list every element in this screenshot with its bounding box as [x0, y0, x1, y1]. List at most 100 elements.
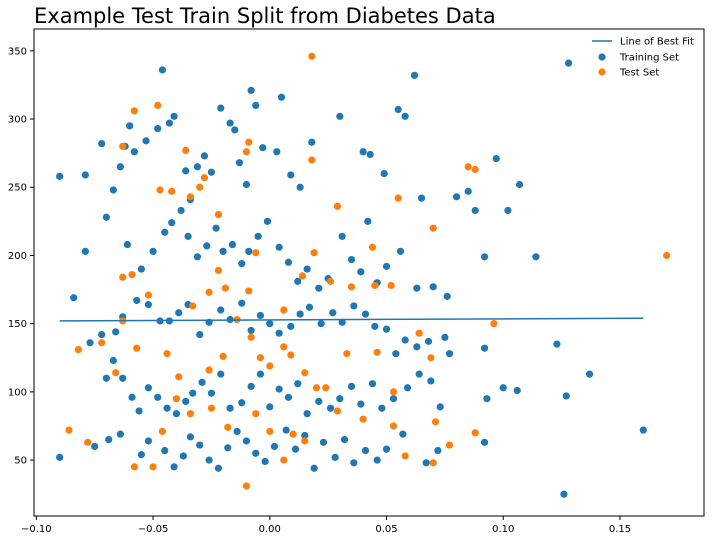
x-tick-label: 0.00 — [259, 524, 281, 535]
training-point — [172, 410, 181, 418]
test-point — [471, 429, 479, 437]
training-point — [154, 124, 162, 133]
training-point — [186, 433, 195, 441]
test-point — [266, 362, 274, 370]
test-point — [182, 146, 190, 155]
best-fit-line — [59, 317, 644, 322]
training-point — [263, 217, 272, 225]
test-point — [205, 288, 213, 296]
test-point — [74, 345, 82, 354]
training-point — [231, 126, 239, 134]
training-point — [564, 59, 573, 67]
training-point — [284, 258, 293, 266]
training-point — [158, 66, 166, 74]
training-point — [429, 283, 437, 291]
test-point — [308, 156, 316, 164]
training-point — [217, 306, 225, 314]
training-point — [226, 119, 234, 127]
training-point — [56, 453, 64, 461]
training-point — [256, 370, 265, 378]
test-point — [287, 351, 295, 359]
test-point — [298, 272, 307, 280]
training-point — [303, 265, 311, 273]
test-point — [84, 438, 92, 446]
training-point — [483, 395, 491, 403]
test-point — [156, 186, 164, 194]
training-point — [154, 393, 162, 401]
training-point — [296, 183, 304, 191]
training-point — [532, 253, 540, 261]
training-point — [123, 240, 131, 249]
test-point — [429, 224, 437, 232]
training-point — [338, 318, 346, 326]
test-point — [175, 373, 183, 381]
test-point — [373, 348, 381, 356]
test-point — [158, 427, 166, 436]
training-point — [504, 206, 512, 215]
test-point — [205, 366, 213, 374]
training-point — [126, 122, 134, 130]
training-point — [371, 322, 379, 330]
training-point — [133, 296, 141, 305]
training-point — [161, 228, 169, 236]
test-point — [119, 142, 127, 150]
test-point — [663, 251, 671, 260]
training-point — [392, 350, 400, 358]
training-point — [340, 436, 349, 444]
training-point — [415, 370, 423, 378]
training-point — [247, 382, 255, 391]
training-point — [357, 268, 365, 276]
training-point — [219, 247, 227, 255]
training-point — [149, 247, 157, 255]
test-point — [196, 183, 204, 191]
test-point — [200, 174, 209, 182]
training-point — [135, 407, 143, 415]
training-point — [287, 322, 295, 330]
test-point — [333, 407, 342, 415]
test-point — [308, 52, 316, 60]
training-point — [336, 112, 344, 120]
test-point — [394, 194, 402, 202]
training-point — [98, 139, 106, 148]
training-point — [119, 374, 127, 382]
training-point — [261, 457, 269, 466]
training-point — [238, 299, 246, 307]
test-point — [221, 284, 230, 292]
training-point — [553, 340, 561, 348]
training-point — [317, 320, 325, 328]
training-point — [184, 232, 192, 240]
legend: Line of Best Fit Training Set Test Set — [592, 37, 694, 79]
chart-title: Example Test Train Split from Diabetes D… — [34, 4, 496, 28]
training-point — [452, 193, 461, 201]
training-point — [70, 294, 78, 302]
training-point — [350, 302, 358, 310]
training-point — [130, 148, 138, 156]
y-axis: 50 100 150 200 250 300 350 — [8, 46, 34, 467]
training-point — [361, 446, 370, 455]
y-tick-label: 50 — [14, 456, 27, 467]
training-point — [102, 374, 110, 382]
training-point — [301, 431, 309, 440]
legend-label-test: Test Set — [619, 68, 659, 79]
test-point — [389, 422, 398, 430]
test-point — [429, 459, 437, 467]
training-point — [144, 384, 152, 392]
x-tick-label: 0.05 — [375, 524, 397, 535]
legend-test-swatch — [598, 68, 606, 76]
test-point — [224, 423, 232, 431]
training-point — [144, 300, 152, 309]
training-point — [235, 159, 244, 167]
training-point — [464, 187, 472, 195]
test-point — [98, 339, 106, 347]
test-point — [359, 415, 367, 423]
training-point — [294, 277, 302, 285]
training-point — [228, 240, 237, 249]
training-point — [105, 436, 113, 444]
training-point — [238, 260, 246, 268]
training-point — [196, 330, 204, 339]
training-point — [319, 438, 328, 446]
test-point — [312, 384, 321, 392]
y-tick-label: 100 — [8, 387, 27, 398]
training-point — [238, 399, 246, 407]
